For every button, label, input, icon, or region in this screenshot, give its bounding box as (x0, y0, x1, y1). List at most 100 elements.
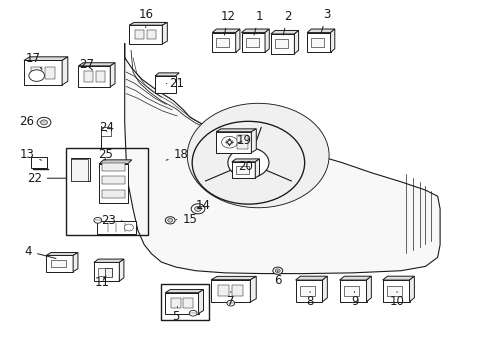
Bar (218, 285, 229, 297)
Bar (71, 158, 90, 181)
Polygon shape (110, 63, 115, 87)
Circle shape (226, 300, 234, 306)
Text: 6: 6 (273, 271, 281, 287)
Bar (165, 293, 198, 314)
Bar (84, 71, 93, 81)
Polygon shape (306, 29, 334, 32)
Text: 18: 18 (166, 148, 188, 161)
Polygon shape (294, 31, 298, 54)
Bar (129, 25, 162, 44)
Text: 19: 19 (237, 134, 251, 147)
Polygon shape (162, 22, 167, 44)
Bar (78, 66, 110, 87)
Polygon shape (330, 29, 334, 52)
Bar (235, 166, 248, 174)
Text: 2: 2 (283, 10, 291, 35)
Bar (310, 38, 324, 47)
Bar (147, 30, 156, 39)
Polygon shape (270, 31, 298, 34)
Polygon shape (99, 160, 132, 164)
Polygon shape (382, 276, 413, 280)
Circle shape (194, 206, 201, 211)
Text: 24: 24 (99, 121, 114, 134)
Polygon shape (235, 29, 240, 52)
Polygon shape (255, 159, 259, 178)
Bar (66, 148, 148, 235)
Text: 15: 15 (176, 213, 197, 226)
Text: 9: 9 (350, 292, 358, 308)
Bar (135, 30, 144, 39)
Text: 20: 20 (238, 160, 252, 173)
Text: 10: 10 (389, 292, 404, 308)
Polygon shape (295, 276, 326, 280)
Text: 14: 14 (195, 199, 210, 212)
Text: 17: 17 (26, 52, 41, 69)
Text: 7: 7 (226, 292, 234, 308)
Circle shape (189, 310, 197, 316)
Polygon shape (78, 63, 115, 66)
Circle shape (272, 267, 282, 274)
Bar (386, 286, 401, 296)
Polygon shape (339, 276, 370, 280)
Bar (295, 280, 322, 302)
Bar (339, 280, 366, 302)
Bar (102, 176, 124, 184)
Polygon shape (165, 289, 203, 293)
Polygon shape (231, 159, 259, 162)
Bar (212, 32, 235, 52)
Text: 4: 4 (24, 245, 56, 258)
Bar (274, 40, 287, 48)
Text: 11: 11 (94, 276, 109, 289)
Bar (216, 132, 251, 153)
Polygon shape (24, 57, 68, 60)
Text: 23: 23 (101, 214, 122, 227)
Text: 5: 5 (172, 307, 180, 323)
Circle shape (191, 204, 204, 214)
Bar (344, 286, 358, 296)
Bar (161, 284, 209, 320)
Bar (270, 34, 294, 54)
Bar (99, 164, 127, 203)
Circle shape (94, 217, 102, 223)
Polygon shape (250, 276, 256, 302)
Bar (24, 60, 62, 85)
Bar (94, 262, 119, 281)
Bar (31, 67, 41, 79)
Polygon shape (366, 276, 370, 302)
Polygon shape (94, 259, 123, 262)
Polygon shape (129, 22, 167, 25)
Circle shape (165, 217, 175, 224)
Bar (211, 280, 250, 302)
Bar (97, 221, 136, 234)
Circle shape (167, 219, 172, 222)
Bar (46, 256, 73, 271)
Bar (101, 127, 111, 136)
Circle shape (37, 117, 51, 127)
Bar (51, 260, 65, 267)
Polygon shape (251, 129, 256, 153)
Bar (241, 32, 264, 52)
Text: 27: 27 (80, 58, 94, 71)
Bar (96, 71, 104, 81)
Circle shape (275, 269, 280, 273)
Bar (382, 280, 409, 302)
Text: 25: 25 (98, 148, 112, 161)
Polygon shape (216, 129, 256, 132)
Circle shape (187, 103, 328, 208)
Polygon shape (155, 73, 179, 76)
Bar (232, 285, 243, 297)
Text: 12: 12 (220, 10, 235, 35)
Text: 26: 26 (20, 115, 40, 128)
Circle shape (124, 224, 133, 231)
Polygon shape (62, 57, 68, 85)
Bar (216, 38, 229, 47)
Polygon shape (73, 252, 78, 271)
Bar (44, 67, 55, 79)
Circle shape (41, 120, 47, 125)
Bar (231, 162, 255, 178)
Bar (102, 163, 124, 171)
Polygon shape (119, 259, 123, 281)
Bar (155, 76, 175, 93)
Text: 21: 21 (166, 77, 184, 90)
Polygon shape (211, 276, 256, 280)
